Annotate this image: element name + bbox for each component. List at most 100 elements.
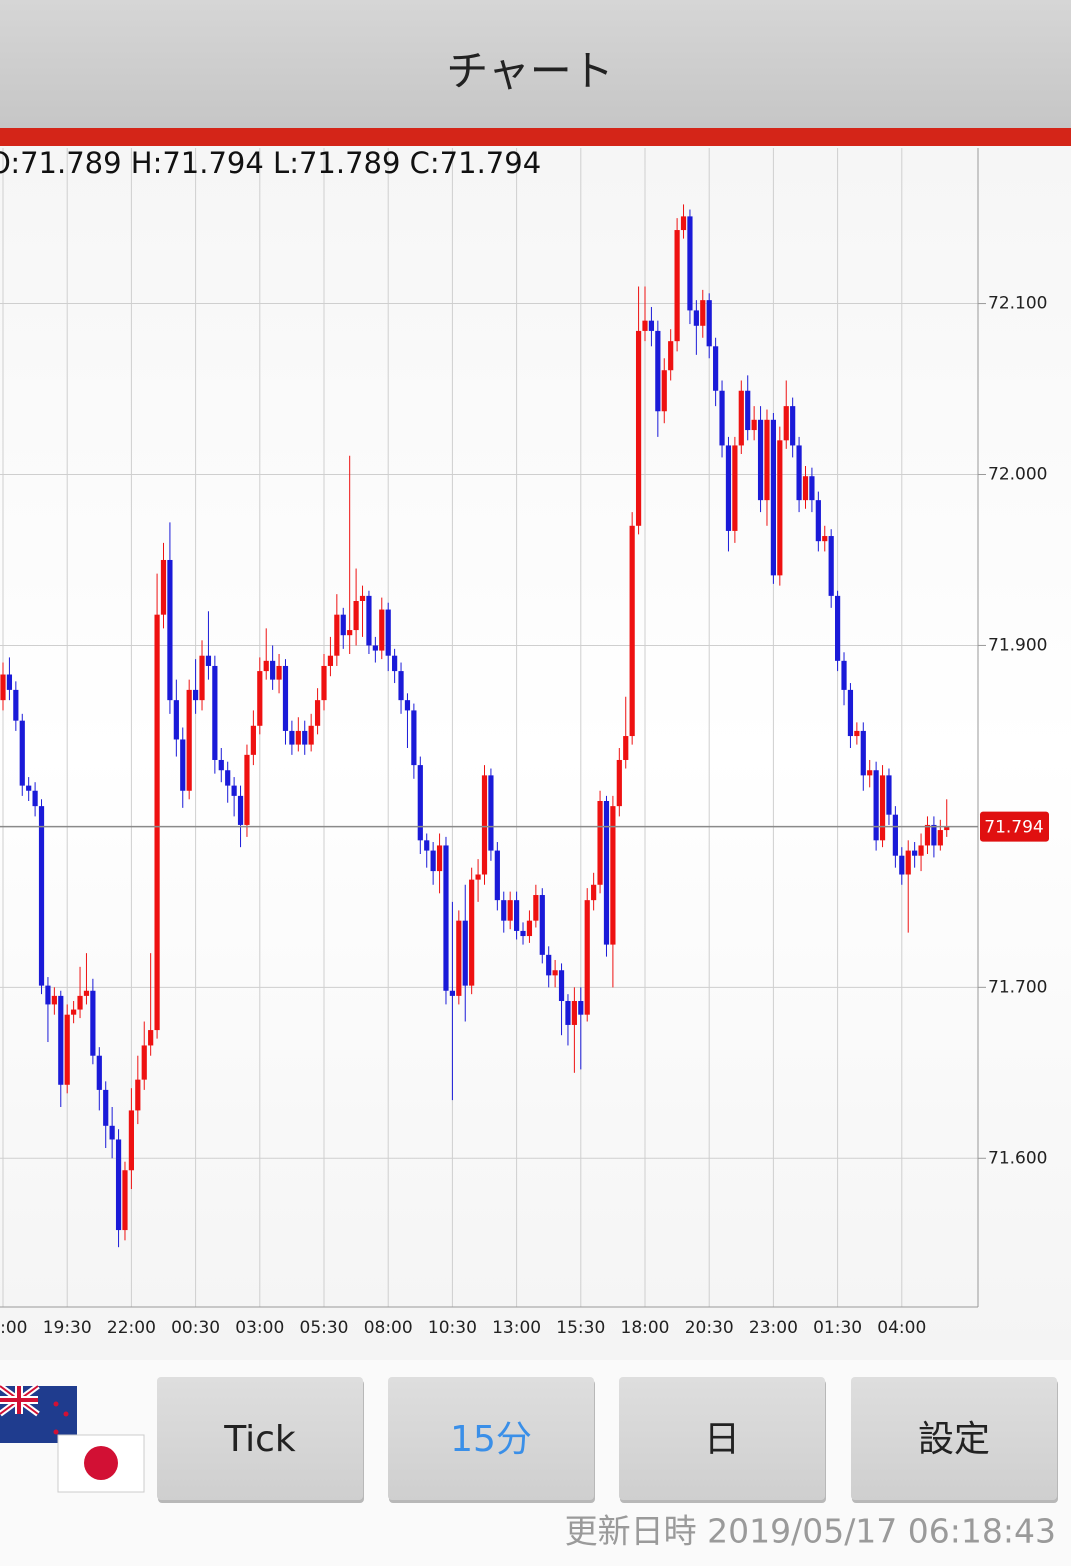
candle-body: [668, 341, 674, 371]
candle-body: [302, 730, 308, 745]
candle-body: [205, 655, 212, 666]
candle-body: [295, 730, 301, 745]
candle-body: [359, 595, 366, 602]
y-tick-label: 72.100: [988, 294, 1047, 314]
tab-button[interactable]: [851, 1377, 1057, 1500]
candle-body: [398, 671, 404, 701]
candle-body: [71, 1009, 77, 1015]
candle-body: [64, 1014, 70, 1085]
candle-body: [327, 655, 334, 666]
candle-body: [289, 730, 295, 745]
chart: 71.600 71.700 71.900 72.000 72.100 17:00 19:30…: [0, 148, 1049, 1338]
candle-body: [392, 655, 398, 672]
candle-body: [167, 559, 173, 701]
candle-body: [6, 674, 13, 690]
candle-body: [449, 990, 455, 996]
candle-body: [790, 406, 796, 446]
candle-body: [687, 216, 693, 311]
candle-body: [263, 660, 269, 672]
candle-body: [372, 645, 378, 651]
candle-body: [719, 390, 725, 446]
chart-background: [0, 146, 1071, 1360]
tab-button[interactable]: [619, 1377, 825, 1500]
candle-body: [180, 739, 186, 791]
candle-body: [809, 476, 815, 501]
candle-body: [725, 445, 732, 531]
candle-body: [148, 1030, 154, 1046]
candle-body: [58, 995, 64, 1085]
x-tick-label: 13:00: [492, 1318, 541, 1338]
candle-body: [873, 770, 879, 841]
candle-body: [796, 445, 802, 501]
candle-body: [231, 785, 237, 796]
candle-body: [635, 330, 642, 526]
candle-body: [366, 595, 372, 646]
x-tick-label: 08:00: [364, 1318, 413, 1338]
candle-body: [83, 990, 90, 996]
candle-body: [854, 730, 860, 737]
candle-body: [674, 230, 680, 342]
candle-body: [892, 814, 898, 856]
candle-body: [436, 845, 443, 872]
candle-body: [77, 995, 83, 1010]
y-tick-label: 71.600: [988, 1148, 1047, 1168]
x-tick-label: 22:00: [107, 1318, 156, 1338]
candle-body: [109, 1125, 115, 1140]
candle-body: [937, 830, 943, 846]
candle-body: [270, 660, 276, 680]
candle-body: [212, 665, 218, 760]
x-tick-label: 18:00: [621, 1318, 670, 1338]
last-price-label: 71.794: [984, 818, 1043, 838]
candle-body: [533, 895, 539, 921]
candle-body: [507, 900, 513, 921]
candle-body: [411, 710, 417, 766]
last-price-box: [980, 811, 1049, 842]
candle-body: [26, 785, 32, 791]
x-tick-label: 23:00: [749, 1318, 798, 1338]
candle-body: [314, 700, 321, 726]
candle-body: [706, 300, 712, 347]
candle-body: [539, 895, 545, 955]
candle-body: [546, 954, 552, 976]
candle-body: [860, 730, 866, 776]
x-tick-label: 17:00: [0, 1318, 28, 1338]
candle-body: [578, 1001, 584, 1015]
candle-body: [51, 995, 57, 1005]
tab-button[interactable]: [157, 1377, 363, 1500]
candle-body: [610, 806, 616, 945]
candle-body: [257, 671, 263, 726]
candle-body: [828, 536, 834, 596]
candle-body: [199, 655, 205, 701]
candle-body: [571, 1001, 577, 1025]
candle-body: [777, 440, 783, 576]
candle-body: [591, 884, 597, 901]
candle-body: [924, 824, 931, 846]
candle-body: [19, 720, 25, 786]
candle-body: [526, 920, 533, 937]
candle-body: [353, 601, 359, 631]
tab-button-label: 15分: [450, 1419, 532, 1460]
candle-body: [347, 630, 353, 636]
candle-body: [905, 850, 911, 875]
candle-body: [732, 445, 738, 531]
candle-body: [802, 476, 809, 501]
candle-body: [456, 920, 462, 996]
candle-body: [552, 970, 558, 976]
tab-button[interactable]: [388, 1377, 594, 1500]
candle-body: [770, 419, 776, 576]
candle-body: [0, 674, 6, 701]
candle-body: [379, 609, 385, 651]
candle-body: [340, 614, 346, 636]
candle-body: [45, 985, 51, 1005]
candle-body: [308, 725, 314, 745]
candle-body: [751, 419, 757, 431]
candle-body: [738, 390, 744, 446]
candle-body: [841, 660, 847, 690]
candle-body: [186, 689, 192, 791]
candle-body: [757, 419, 764, 501]
candle-body: [514, 900, 520, 931]
candle-body: [655, 330, 661, 412]
candle-body: [815, 500, 821, 542]
candle-body: [783, 406, 789, 441]
